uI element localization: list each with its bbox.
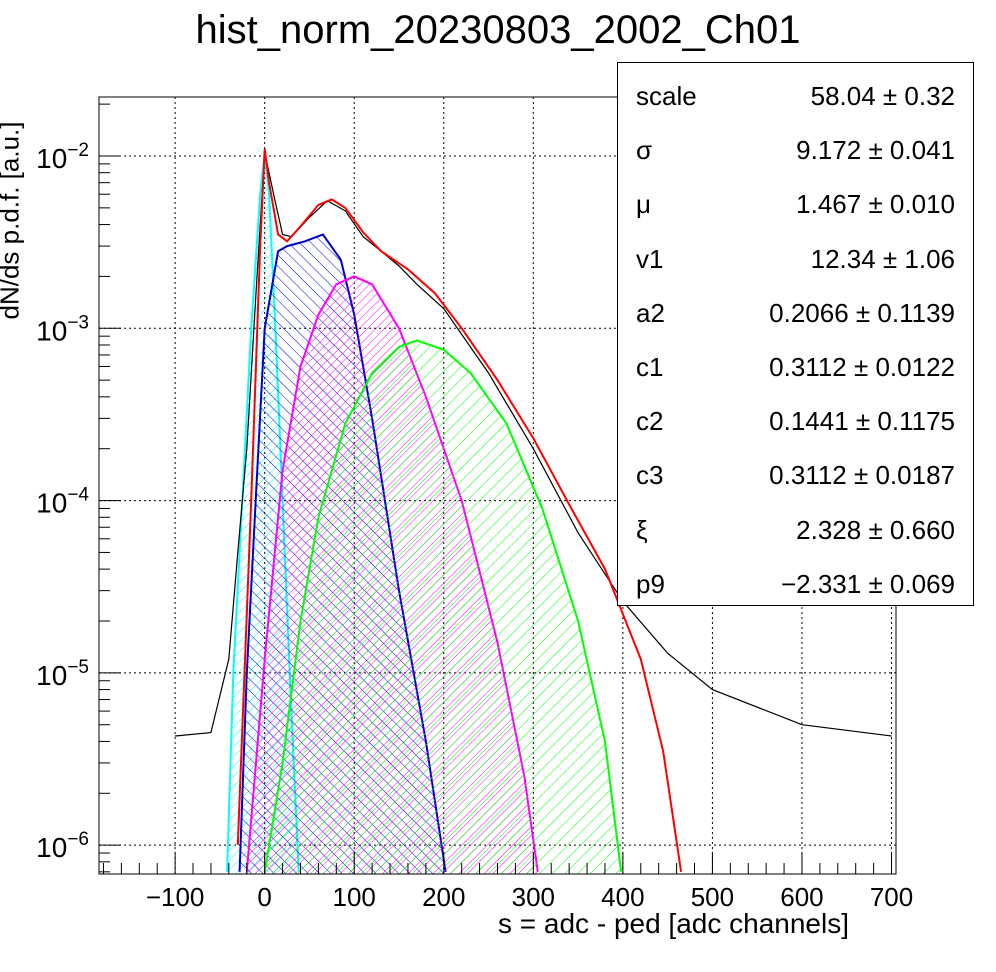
stat-name: scale (636, 81, 697, 111)
stat-row: σ 9.172 ± 0.041 (618, 121, 973, 175)
y-axis-label: dN/ds p.d.f. [a.u.] (0, 121, 25, 320)
y-tick-label: 10−5 (36, 657, 89, 691)
stat-name: a2 (636, 297, 665, 328)
stat-row: ξ 2.328 ± 0.660 (618, 501, 973, 555)
component-curve (263, 339, 623, 872)
stat-value: 0.3112 ± 0.0122 (769, 352, 955, 382)
total-fit-curve (236, 148, 683, 872)
x-tick-label: 400 (601, 882, 644, 912)
stat-value: 1.467 ± 0.010 (796, 189, 955, 220)
chart-marks (175, 148, 892, 875)
stat-row: scale 58.04 ± 0.32 (618, 67, 973, 121)
stat-name: c3 (636, 460, 664, 491)
stat-row: c3 0.3112 ± 0.0187 (618, 446, 973, 500)
stat-value: 0.3112 ± 0.0187 (769, 460, 955, 491)
data-histogram (175, 152, 892, 737)
x-tick-label: 200 (422, 882, 465, 912)
x-axis-label: s = adc - ped [adc channels] (498, 908, 849, 939)
stat-name: c2 (636, 406, 664, 437)
stat-row: p9 −2.331 ± 0.069 (618, 555, 973, 609)
component-fill (264, 340, 622, 874)
stat-value: 58.04 ± 0.32 (810, 81, 955, 111)
axis-ticks: −100 0 100 200 300 400 500 600 700 10−6 10−5 10−4 10… (36, 103, 913, 912)
stat-value: 0.1441 ± 0.1175 (769, 406, 955, 437)
stat-value: 9.172 ± 0.041 (796, 135, 955, 166)
stat-name: p9 (636, 568, 665, 599)
x-tick-label: 500 (691, 882, 734, 912)
stat-name: ξ (636, 514, 648, 545)
y-tick-label: 10−2 (36, 140, 89, 174)
x-tick-label: 700 (870, 882, 913, 912)
stat-value: 12.34 ± 1.06 (810, 243, 955, 274)
stat-value: −2.331 ± 0.069 (780, 568, 955, 599)
stat-value: 0.2066 ± 0.1139 (769, 297, 955, 328)
chart-title: hist_norm_20230803_2002_Ch01 (195, 8, 801, 52)
x-tick-label: 300 (512, 882, 555, 912)
stat-value: 2.328 ± 0.660 (796, 514, 955, 545)
x-tick-label: −100 (146, 882, 205, 912)
y-tick-label: 10−6 (36, 829, 89, 863)
stat-row: c1 0.3112 ± 0.0122 (618, 338, 973, 392)
stat-row: μ 1.467 ± 0.010 (618, 175, 973, 229)
x-tick-label: 100 (333, 882, 376, 912)
x-tick-label: 0 (257, 882, 271, 912)
y-tick-label: 10−4 (36, 485, 89, 519)
stat-name: σ (636, 135, 653, 166)
stat-row: c2 0.1441 ± 0.1175 (618, 392, 973, 446)
x-tick-label: 600 (780, 882, 823, 912)
stat-row: a2 0.2066 ± 0.1139 (618, 284, 973, 338)
stat-row: v1 12.34 ± 1.06 (618, 230, 973, 284)
fit-stats-box: scale 58.04 ± 0.32 σ 9.172 ± 0.041 μ 1.467 ± … (617, 62, 974, 606)
stat-name: c1 (636, 352, 664, 382)
stat-name: v1 (636, 243, 664, 274)
y-tick-label: 10−3 (36, 312, 89, 346)
stat-name: μ (636, 189, 651, 220)
